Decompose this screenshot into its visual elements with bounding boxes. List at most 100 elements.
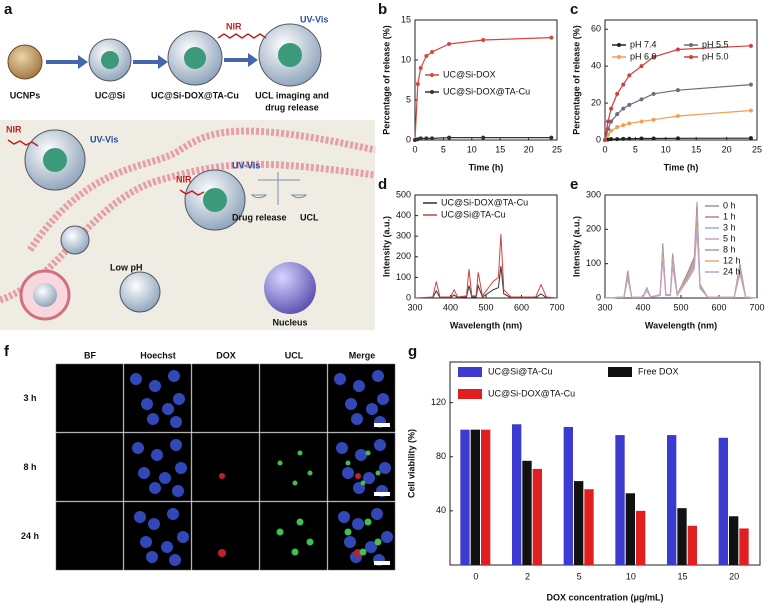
nucleus [264,262,316,314]
panel-label: a [4,1,13,18]
series-line [414,234,558,299]
ucl-signal [365,450,371,456]
chart: 0 20 40 60 Time (h) Percentage of release (%)… [571,19,762,172]
series-line [604,109,751,141]
data-point [639,136,644,141]
column-header: DOX [216,350,236,360]
y-axis-label: Intensity (a.u.) [381,216,391,277]
label: UCL [300,212,319,222]
uv-label: UV-Vis [90,134,118,144]
data-point [748,108,753,113]
uv-label: UV-Vis [232,160,260,170]
x-tick-label: 5 [633,144,638,154]
ucl-signal [292,480,298,486]
data-point [615,91,620,96]
x-tick-label: 400 [443,302,458,312]
column-header: BF [84,350,96,360]
legend-swatch [458,389,482,399]
data-point [418,66,423,70]
micrograph [55,501,124,571]
y-tick-label: 0 [406,134,411,144]
x-tick-label: 15 [677,571,687,581]
legend-label: pH 6.0 [630,51,657,61]
ucl-signal [276,528,284,536]
legend-label: UC@Si-DOX@TA-Cu [488,388,575,398]
x-tick-label: 500 [478,302,493,312]
legend-label: pH 5.0 [702,51,729,61]
nucleus-stain [138,467,150,479]
nucleus-stain [175,462,187,474]
nucleus-stain [355,449,367,461]
x-tick-label: 20 [722,144,732,154]
x-tick-label: 25 [552,144,562,154]
label: UCL imaging and [255,90,329,100]
core [278,43,302,67]
label: Low pH [110,262,143,272]
nucleus-stain [336,442,348,454]
x-axis-label: Wavelength (nm) [645,320,717,330]
x-tick-label: 10 [626,571,636,581]
nucleus-stain [132,442,144,454]
row-label: 8 h [23,462,36,472]
micrograph [55,363,124,433]
panel-label: f [4,343,10,360]
chart: 0 5 10 15 Time (h) Percentage of release (%) 0… [381,14,562,172]
uv-label: UV-Vis [300,14,328,24]
legend-marker [689,43,693,47]
label: Nucleus [272,317,307,327]
legend-swatch [458,367,482,377]
x-tick-label: 5 [577,571,582,581]
nucleus-stain [371,508,383,520]
legend-label: UC@Si-DOX@TA-Cu [443,86,530,96]
y-axis-label: Percentage of release (%) [571,25,581,135]
data-point [639,119,644,124]
y-tick-label: 120 [431,397,446,407]
x-tick-label: 300 [597,302,612,312]
x-tick-label: 5 [441,144,446,154]
y-tick-label: 200 [586,224,601,234]
column-header: Hoechst [140,350,176,360]
nucleus-stain [149,482,161,494]
ucl-signal [360,480,366,486]
nucleus-stain [146,551,158,563]
series-line [604,84,751,141]
row-label: 3 h [23,393,36,403]
y-tick-label: 0 [596,134,601,144]
nucleus-stain [344,536,356,548]
data-point [675,136,680,141]
y-axis-label: Cell viability (%) [406,429,416,498]
ucl-signal [345,460,351,466]
plot-frame [449,361,761,566]
micrograph [259,363,328,433]
data-point [415,82,420,86]
nucleus-stain [372,370,384,382]
ucl-signal [307,470,313,476]
ucnp [7,44,43,80]
bar [512,424,522,565]
legend-marker [617,55,621,59]
data-point [549,135,554,140]
data-point [481,38,486,42]
x-tick-label: 0 [602,144,607,154]
nucleus-stain [167,508,179,520]
data-point [651,91,656,96]
nucleus-stain [173,393,185,405]
legend-swatch [608,367,632,377]
dox-signal [355,473,361,479]
legend-label: 3 h [723,222,736,232]
bar [615,435,625,565]
y-tick-label: 100 [586,258,601,268]
plot-frame [414,19,558,141]
data-point [609,137,614,142]
y-tick-label: 20 [591,97,601,107]
data-point [621,106,626,111]
x-tick-label: 20 [524,144,534,154]
bar [625,493,635,565]
data-point [609,119,614,124]
panel-label: g [408,343,417,360]
panel-label: e [570,176,578,193]
data-point [627,136,632,141]
nir-label: NIR [176,174,192,184]
legend-label: pH 7.4 [630,39,657,49]
x-axis-label: DOX concentration (μg/mL) [546,592,663,602]
